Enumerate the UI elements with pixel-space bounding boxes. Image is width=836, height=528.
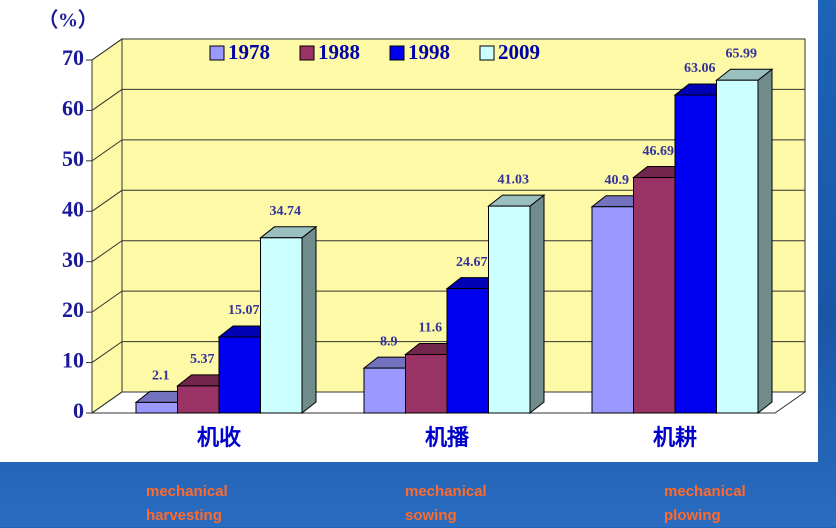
legend-swatch bbox=[389, 45, 405, 61]
bar-side-shade bbox=[302, 226, 316, 413]
value-label: 34.74 bbox=[270, 204, 302, 219]
grid-line bbox=[91, 139, 805, 162]
bar bbox=[716, 79, 759, 414]
y-tick-label: 30 bbox=[62, 247, 84, 272]
value-label: 24.67 bbox=[456, 255, 488, 270]
bar bbox=[177, 385, 220, 414]
bar bbox=[260, 237, 303, 414]
value-label: 2.1 bbox=[152, 369, 170, 384]
bar bbox=[633, 177, 676, 414]
bar-top-shade bbox=[716, 69, 772, 81]
y-tick-label: 0 bbox=[73, 398, 84, 423]
x-tick-label: 机耕 bbox=[653, 425, 697, 451]
value-label: 63.06 bbox=[684, 61, 716, 76]
bar bbox=[218, 336, 261, 414]
x-tick-label: 机收 bbox=[197, 425, 241, 451]
value-label: 11.6 bbox=[418, 321, 442, 336]
grid-line bbox=[91, 341, 805, 363]
grid-line bbox=[91, 391, 805, 414]
left-wall bbox=[91, 38, 123, 414]
bar bbox=[591, 206, 634, 414]
legend-swatch bbox=[209, 45, 225, 61]
bar bbox=[674, 94, 717, 414]
category-note: mechanical harvesting bbox=[146, 483, 228, 524]
category-note: mechanical sowing bbox=[405, 483, 487, 524]
y-tick-label: 70 bbox=[62, 45, 84, 70]
value-label: 46.69 bbox=[643, 144, 675, 159]
value-label: 65.99 bbox=[726, 46, 758, 61]
bar-top-shade bbox=[260, 226, 316, 238]
grid-line bbox=[91, 38, 805, 61]
legend-swatch bbox=[479, 45, 495, 61]
category-note: mechanical plowing bbox=[664, 483, 746, 524]
grid-line bbox=[91, 189, 805, 212]
y-tick-label: 50 bbox=[62, 146, 84, 171]
bar bbox=[363, 367, 406, 414]
grid-line bbox=[91, 88, 805, 111]
bar bbox=[488, 205, 531, 414]
bar bbox=[405, 354, 448, 414]
bar-side-shade bbox=[530, 195, 544, 413]
bar-top-shade bbox=[488, 195, 544, 207]
legend-label: 2009 bbox=[498, 40, 540, 64]
grid-line bbox=[91, 290, 805, 313]
legend-label: 1978 bbox=[228, 40, 270, 64]
legend-label: 1988 bbox=[318, 40, 360, 64]
value-label: 40.9 bbox=[605, 173, 630, 188]
value-label: 5.37 bbox=[190, 352, 215, 367]
y-tick-label: 60 bbox=[62, 95, 84, 120]
bar bbox=[446, 288, 489, 414]
legend-swatch bbox=[299, 45, 315, 61]
y-tick-label: 10 bbox=[62, 348, 84, 373]
x-tick-label: 机播 bbox=[425, 426, 470, 451]
value-label: 41.03 bbox=[498, 172, 530, 187]
bar-side-shade bbox=[758, 69, 772, 413]
y-tick-label: 20 bbox=[62, 297, 84, 322]
value-label: 8.9 bbox=[380, 334, 398, 349]
y-tick-label: 40 bbox=[62, 196, 84, 221]
grid-line bbox=[91, 240, 805, 263]
bar bbox=[135, 401, 178, 414]
value-label: 15.07 bbox=[228, 303, 260, 318]
y-axis-label: （%） bbox=[38, 9, 98, 32]
legend-label: 1998 bbox=[408, 40, 450, 64]
